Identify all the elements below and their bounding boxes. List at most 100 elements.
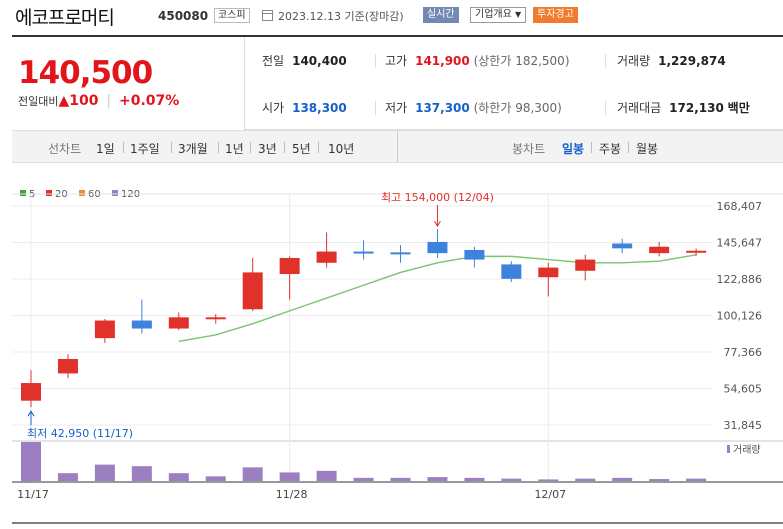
y-tick-label: 122,886	[717, 273, 763, 286]
up-arrow-icon: ▲	[58, 93, 70, 109]
volume-label: 거래량	[617, 54, 651, 68]
current-price: 140,500	[18, 55, 153, 91]
period-3y[interactable]: 3년	[258, 142, 277, 156]
volume-bar	[538, 479, 559, 481]
toolbar-separator	[250, 142, 251, 153]
toolbar-separator	[123, 142, 124, 153]
candle-weekly[interactable]: 주봉	[599, 142, 622, 156]
price-chart: 52060120 168,407145,647122,886100,12677,…	[12, 189, 783, 524]
stat-prev-close: 전일 140,400	[262, 52, 347, 69]
y-tick-label: 168,407	[717, 200, 763, 213]
calendar-icon	[262, 10, 273, 21]
prev-close-value: 140,400	[292, 54, 347, 68]
candle-body	[612, 243, 633, 249]
toolbar-divider	[397, 131, 398, 162]
stat-separator	[605, 54, 606, 68]
volume-bar	[94, 464, 115, 481]
candle-body	[94, 320, 115, 339]
period-5y[interactable]: 5년	[292, 142, 311, 156]
period-1y[interactable]: 1년	[225, 142, 244, 156]
toolbar-separator	[628, 142, 629, 153]
toolbar-separator	[218, 142, 219, 153]
max-arrow-icon	[434, 220, 441, 228]
x-tick-label: 12/07	[534, 488, 566, 501]
open-label: 시가	[262, 101, 285, 115]
stats-bottom-line	[244, 129, 783, 130]
chevron-down-icon: ▼	[515, 10, 522, 19]
x-tick-label: 11/28	[276, 488, 308, 501]
low-value: 137,300	[415, 101, 470, 115]
candle-chart-label: 봉차트	[512, 142, 546, 156]
open-value: 138,300	[292, 101, 347, 115]
company-overview-button[interactable]: 기업개요 ▼	[470, 7, 527, 23]
y-tick-label: 100,126	[717, 310, 763, 323]
candle-monthly[interactable]: 월봉	[636, 142, 659, 156]
y-tick-label: 145,647	[717, 236, 763, 249]
header-divider	[12, 35, 783, 37]
period-1w[interactable]: 1주일	[130, 142, 160, 156]
volume-bar	[464, 477, 485, 481]
price-box: 140,500 전일대비▲100 | +0.07%	[12, 37, 244, 129]
price-change: 전일대비▲100 | +0.07%	[18, 93, 179, 109]
candle-body	[501, 264, 522, 279]
volume-bar	[21, 442, 41, 481]
candle-body	[279, 257, 300, 275]
legend-swatch	[79, 190, 85, 196]
stock-name: 에코프로머티	[15, 7, 115, 29]
candle-body	[131, 320, 152, 329]
period-3m[interactable]: 3개월	[178, 142, 208, 156]
amount-label: 거래대금	[617, 101, 662, 115]
volume-bar	[575, 478, 596, 481]
volume-bar	[686, 478, 707, 481]
candle-body	[427, 241, 448, 254]
candle-body	[57, 359, 78, 374]
candle-body	[21, 383, 41, 401]
stat-separator	[375, 54, 376, 68]
volume-bar	[612, 477, 633, 481]
candle-body	[575, 259, 596, 271]
candle-body	[205, 317, 226, 320]
stock-code: 450080	[158, 9, 209, 23]
amount-unit: 백만	[727, 101, 750, 115]
toolbar-separator	[171, 142, 172, 153]
min-annotation-label: 최저 42,950 (11/17)	[27, 427, 133, 440]
volume-bar	[131, 466, 152, 481]
stat-volume: 거래량 1,229,874	[617, 52, 726, 69]
high-label: 고가	[385, 54, 408, 68]
volume-bar	[57, 473, 78, 481]
volume-bar	[353, 477, 374, 481]
quote-date: 2023.12.13 기준(장마감)	[278, 10, 404, 23]
amount-value: 172,130	[669, 101, 724, 115]
prev-close-label: 전일	[262, 54, 285, 68]
toolbar-separator	[591, 142, 592, 153]
volume-bar	[168, 473, 189, 481]
volume-bar	[205, 476, 226, 481]
stat-separator	[375, 101, 376, 115]
stat-low: 저가 137,300 (하한가 98,300)	[385, 99, 562, 116]
x-axis: 11/17 11/28 12/07	[12, 481, 783, 524]
volume-legend-swatch	[727, 445, 730, 453]
y-axis: 168,407 145,647 122,886 100,126 77,366 54,605…	[717, 200, 763, 432]
legend-swatch	[20, 190, 26, 196]
candle-daily[interactable]: 일봉	[562, 142, 585, 156]
change-label: 전일대비	[18, 95, 59, 108]
legend-swatch	[46, 190, 52, 196]
y-tick-label: 31,845	[724, 419, 763, 432]
stat-separator	[605, 101, 606, 115]
realtime-button[interactable]: 실시간	[423, 7, 459, 23]
period-1d[interactable]: 1일	[96, 142, 115, 156]
volume-legend-label: 거래량	[733, 444, 761, 456]
ma20-line	[178, 254, 697, 343]
period-10y[interactable]: 10년	[328, 142, 355, 156]
line-chart-label: 선차트	[48, 142, 82, 156]
lower-limit: (하한가 98,300)	[473, 101, 562, 115]
stats-panel: 전일 140,400 고가 141,900 (상한가 182,500) 거래량 1,2…	[244, 37, 783, 129]
investment-warning-badge[interactable]: 투자경고	[533, 7, 578, 23]
stat-open: 시가 138,300	[262, 99, 347, 116]
max-annotation-label: 최고 154,000 (12/04)	[381, 191, 494, 204]
candle-body	[316, 251, 337, 263]
stat-amount: 거래대금 172,130 백만	[617, 99, 750, 116]
company-overview-label: 기업개요	[475, 9, 512, 20]
volume-bar	[390, 477, 411, 481]
toolbar-separator	[284, 142, 285, 153]
